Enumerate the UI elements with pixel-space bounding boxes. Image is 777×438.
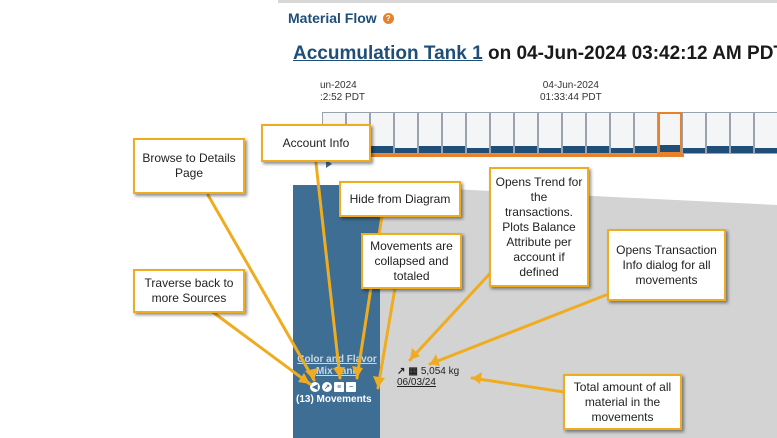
timeline-start-label: un-2024 :2:52 PDT xyxy=(320,80,365,104)
transaction-table-icon[interactable]: ▦ xyxy=(408,366,418,377)
timeline-cell[interactable] xyxy=(682,112,706,154)
timeline-cell[interactable] xyxy=(370,112,394,154)
timeline-cell-fill xyxy=(611,148,633,153)
transaction-summary: ↗ ▦ 5,054 kg 06/03/24 xyxy=(397,366,459,388)
callout-trend: Opens Trend for the transactions. Plots … xyxy=(489,167,589,287)
transaction-date[interactable]: 06/03/24 xyxy=(397,377,436,388)
timeline-cell-fill xyxy=(731,146,753,153)
timeline-cell-fill xyxy=(395,148,417,153)
page-title-rest: on 04-Jun-2024 03:42:12 AM PDT xyxy=(482,43,777,64)
timeline-cell-fill xyxy=(683,148,705,153)
timeline-cell[interactable] xyxy=(538,112,562,154)
timeline-strip[interactable] xyxy=(322,112,777,154)
timeline-cell[interactable] xyxy=(754,112,777,154)
callout-account: Account Info xyxy=(261,124,371,162)
timeline-cell-fill xyxy=(419,146,441,153)
timeline-cell[interactable] xyxy=(706,112,730,154)
timeline-cell[interactable] xyxy=(610,112,634,154)
timeline-cell[interactable] xyxy=(490,112,514,154)
timeline-cell-fill xyxy=(660,145,680,152)
timeline-start-date: un-2024 xyxy=(320,80,357,91)
timeline-mid-date: 04-Jun-2024 xyxy=(542,80,599,91)
timeline-cell-fill xyxy=(587,146,609,153)
timeline-cell[interactable] xyxy=(394,112,418,154)
timeline-cell[interactable] xyxy=(466,112,490,154)
timeline-cell-fill xyxy=(467,148,489,153)
timeline-cell[interactable] xyxy=(586,112,610,154)
callout-traverse: Traverse back to more Sources xyxy=(133,269,245,313)
callout-hide: Hide from Diagram xyxy=(339,181,461,217)
transaction-amount: 5,054 kg xyxy=(420,366,460,377)
timeline-cell[interactable] xyxy=(730,112,754,154)
callout-collapsed: Movements are collapsed and totaled xyxy=(361,233,462,289)
account-info-icon[interactable]: ≡ xyxy=(334,382,344,392)
timeline-cell-fill xyxy=(563,146,585,153)
page-title: Accumulation Tank 1 on 04-Jun-2024 03:42… xyxy=(293,43,777,65)
timeline-mid-time: 01:33:44 PDT xyxy=(540,92,602,103)
panel-title: Material Flow xyxy=(288,10,377,26)
timeline-cell[interactable] xyxy=(658,112,682,154)
traverse-back-icon[interactable]: ◀ xyxy=(310,382,320,392)
timeline-cell-fill xyxy=(539,148,561,153)
timeline-cell[interactable] xyxy=(514,112,538,154)
timeline-cell-fill xyxy=(371,146,393,153)
callout-transaction-info: Opens Transaction Info dialog for all mo… xyxy=(607,229,726,301)
timeline-cell[interactable] xyxy=(442,112,466,154)
timeline-cell-fill xyxy=(443,146,465,153)
timeline-cell-fill xyxy=(635,146,657,153)
callout-browse: Browse to Details Page xyxy=(133,138,245,194)
callout-total: Total amount of all material in the move… xyxy=(563,374,682,430)
tank-link[interactable]: Accumulation Tank 1 xyxy=(293,43,483,64)
node-action-icons: ◀ ↗ ≡ − xyxy=(310,382,356,392)
timeline-start-time: :2:52 PDT xyxy=(320,92,366,103)
timeline-cell[interactable] xyxy=(562,112,586,154)
help-icon[interactable]: ? xyxy=(382,12,394,24)
hide-from-diagram-icon[interactable]: − xyxy=(346,382,356,392)
timeline-cell-fill xyxy=(491,146,513,153)
trend-chart-icon[interactable]: ↗ xyxy=(397,366,406,377)
source-node-name[interactable]: Color and Flavor Mix Tank xyxy=(297,354,377,377)
timeline-cell-fill xyxy=(755,148,777,153)
timeline-cell[interactable] xyxy=(418,112,442,154)
timeline-cell-fill xyxy=(515,146,537,153)
timeline-mid-label: 04-Jun-2024 01:33:44 PDT xyxy=(540,80,602,104)
panel-header: Material Flow ? xyxy=(288,10,394,26)
timeline-cell-fill xyxy=(707,146,729,153)
timeline-range-indicator xyxy=(322,154,684,157)
top-divider xyxy=(278,0,777,3)
timeline-cell[interactable] xyxy=(634,112,658,154)
movements-count: (13) Movements xyxy=(296,394,372,405)
browse-details-icon[interactable]: ↗ xyxy=(322,382,332,392)
